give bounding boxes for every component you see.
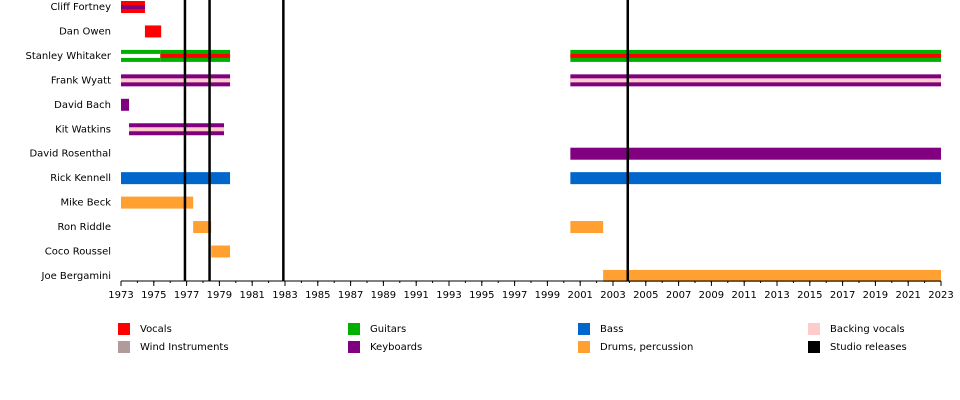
member-bar — [144, 25, 162, 38]
x-tick-label: 1977 — [174, 290, 199, 301]
member-name: David Rosenthal — [29, 149, 111, 160]
x-tick-label: 2017 — [830, 290, 855, 301]
member-name: Kit Watkins — [55, 124, 111, 135]
x-tick-label: 1999 — [535, 290, 560, 301]
member-bar — [211, 245, 231, 258]
x-tick-label: 1987 — [338, 290, 363, 301]
member-bar — [570, 221, 604, 234]
x-tick-label: 1995 — [469, 290, 494, 301]
member-bar-stripe — [129, 127, 224, 132]
member-bar-stripe — [121, 53, 161, 58]
x-tick-label: 2001 — [567, 290, 592, 301]
member-bar-stripe — [121, 5, 145, 9]
member-name: Mike Beck — [61, 198, 112, 209]
x-tick-label: 1983 — [272, 290, 297, 301]
member-bar — [121, 172, 231, 185]
member-bar-stripe — [121, 78, 231, 83]
legend-label: Bass — [600, 324, 623, 335]
x-tick-label: 1989 — [371, 290, 396, 301]
member-bar-stripe — [570, 78, 941, 83]
member-bar — [193, 221, 212, 234]
member-bar — [121, 98, 130, 111]
member-name: Ron Riddle — [58, 222, 112, 233]
x-tick-label: 2023 — [928, 290, 953, 301]
member-name: Rick Kennell — [50, 173, 111, 184]
legend-swatch — [578, 341, 590, 353]
x-tick-label: 1981 — [239, 290, 264, 301]
member-name: Coco Roussel — [45, 247, 111, 258]
x-tick-label: 1985 — [305, 290, 330, 301]
member-bar-stripe — [570, 53, 941, 58]
legend-swatch — [118, 341, 130, 353]
member-name: Stanley Whitaker — [25, 51, 111, 62]
member-bar — [570, 147, 941, 160]
member-name: Dan Owen — [59, 26, 111, 37]
x-tick-label: 1973 — [108, 290, 133, 301]
legend-label: Guitars — [370, 324, 406, 335]
x-tick-label: 1991 — [403, 290, 428, 301]
legend-swatch — [348, 341, 360, 353]
x-tick-label: 2009 — [699, 290, 724, 301]
x-tick-label: 1993 — [436, 290, 461, 301]
legend-label: Vocals — [140, 324, 172, 335]
member-name: Cliff Fortney — [50, 2, 111, 13]
x-tick-label: 1975 — [141, 290, 166, 301]
member-bar — [603, 269, 941, 282]
x-tick-label: 2013 — [764, 290, 789, 301]
member-name: Frank Wyatt — [51, 75, 111, 86]
x-tick-label: 2019 — [863, 290, 888, 301]
legend-label: Wind Instruments — [140, 342, 229, 353]
legend-label: Studio releases — [830, 342, 907, 353]
legend-swatch — [808, 323, 820, 335]
member-name: Joe Bergamini — [41, 271, 111, 282]
member-bar — [570, 172, 941, 185]
member-name: David Bach — [54, 100, 111, 111]
member-bar — [121, 196, 194, 209]
legend-swatch — [118, 323, 130, 335]
x-tick-label: 2021 — [895, 290, 920, 301]
x-tick-label: 2011 — [731, 290, 756, 301]
member-bar-stripe — [160, 53, 231, 58]
legend-label: Drums, percussion — [600, 342, 693, 353]
x-tick-label: 2005 — [633, 290, 658, 301]
legend-swatch — [348, 323, 360, 335]
legend-label: Backing vocals — [830, 324, 905, 335]
legend-swatch — [578, 323, 590, 335]
x-tick-label: 1979 — [207, 290, 232, 301]
legend-label: Keyboards — [370, 342, 422, 353]
x-tick-label: 2003 — [600, 290, 625, 301]
x-tick-label: 1997 — [502, 290, 527, 301]
x-tick-label: 2007 — [666, 290, 691, 301]
legend-swatch — [808, 341, 820, 353]
x-tick-label: 2015 — [797, 290, 822, 301]
